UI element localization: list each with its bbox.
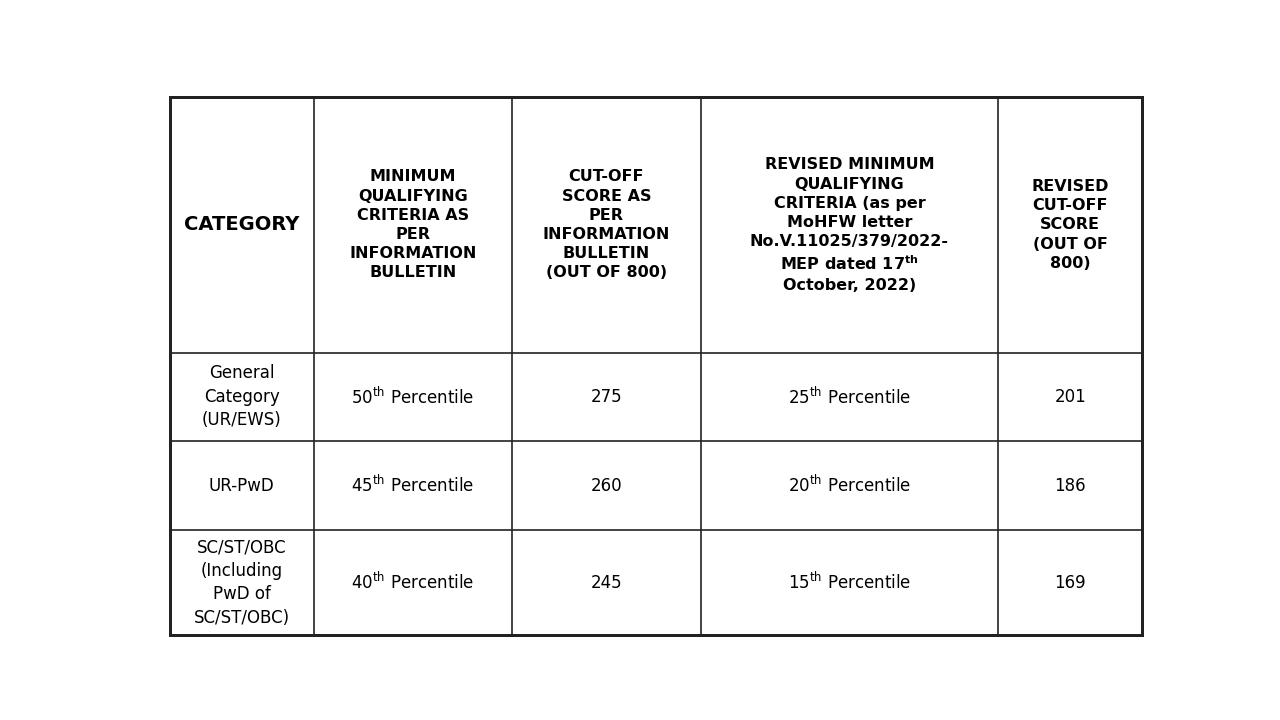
Text: CATEGORY: CATEGORY [184, 215, 300, 235]
Text: REVISED
CUT-OFF
SCORE
(OUT OF
800): REVISED CUT-OFF SCORE (OUT OF 800) [1032, 179, 1108, 271]
Text: UR-PwD: UR-PwD [209, 477, 275, 495]
Text: 45$^{\mathregular{th}}$ Percentile: 45$^{\mathregular{th}}$ Percentile [352, 475, 475, 496]
Text: CUT-OFF
SCORE AS
PER
INFORMATION
BULLETIN
(OUT OF 800): CUT-OFF SCORE AS PER INFORMATION BULLETI… [543, 169, 671, 281]
Text: SC/ST/OBC
(Including
PwD of
SC/ST/OBC): SC/ST/OBC (Including PwD of SC/ST/OBC) [193, 538, 289, 627]
Text: 40$^{\mathregular{th}}$ Percentile: 40$^{\mathregular{th}}$ Percentile [352, 572, 475, 593]
Text: 275: 275 [590, 388, 622, 406]
Text: 245: 245 [590, 574, 622, 592]
Text: REVISED MINIMUM
QUALIFYING
CRITERIA (as per
MoHFW letter
No.V.11025/379/2022-
ME: REVISED MINIMUM QUALIFYING CRITERIA (as … [750, 158, 948, 292]
Text: MINIMUM
QUALIFYING
CRITERIA AS
PER
INFORMATION
BULLETIN: MINIMUM QUALIFYING CRITERIA AS PER INFOR… [349, 169, 476, 281]
Text: General
Category
(UR/EWS): General Category (UR/EWS) [202, 364, 282, 429]
Text: 50$^{\mathregular{th}}$ Percentile: 50$^{\mathregular{th}}$ Percentile [352, 386, 475, 408]
Text: 260: 260 [590, 477, 622, 495]
Text: 20$^{\mathregular{th}}$ Percentile: 20$^{\mathregular{th}}$ Percentile [788, 475, 911, 496]
Text: 25$^{\mathregular{th}}$ Percentile: 25$^{\mathregular{th}}$ Percentile [788, 386, 911, 408]
Text: 169: 169 [1055, 574, 1085, 592]
Text: 201: 201 [1055, 388, 1085, 406]
Text: 15$^{\mathregular{th}}$ Percentile: 15$^{\mathregular{th}}$ Percentile [788, 572, 911, 593]
Text: 186: 186 [1055, 477, 1085, 495]
